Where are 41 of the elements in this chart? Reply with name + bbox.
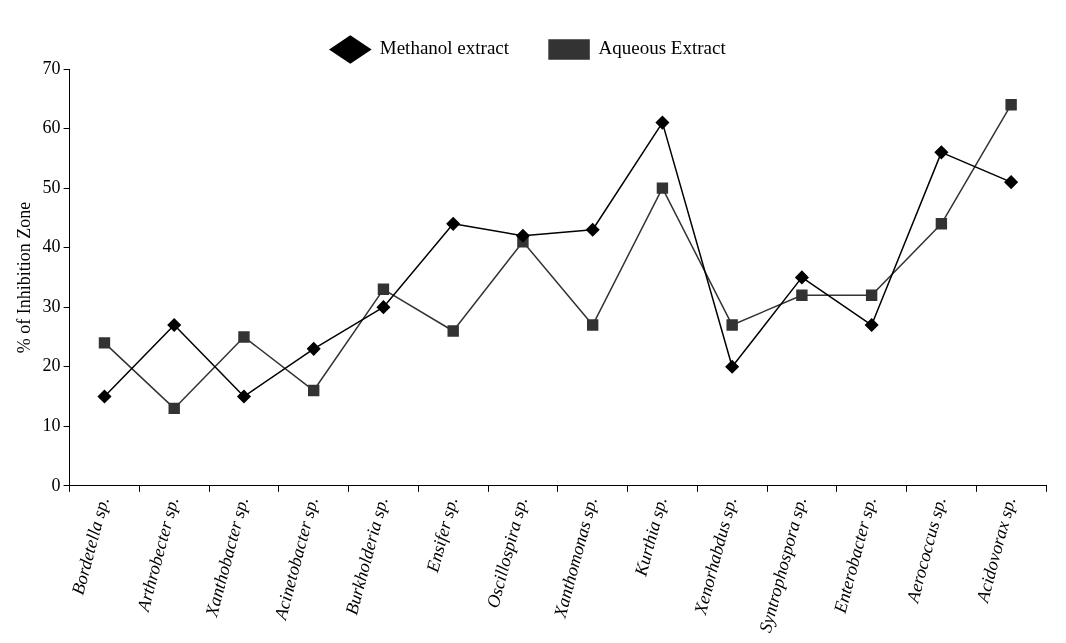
x-tick-label: Kurthia sp.: [630, 494, 671, 580]
y-tick-label: 40: [42, 236, 61, 257]
legend-label: Aqueous Extract: [598, 37, 727, 59]
x-tick-label: Ensifer sp.: [422, 494, 462, 576]
y-tick-label: 10: [42, 415, 61, 435]
point: [237, 389, 251, 404]
point: [725, 359, 739, 374]
point: [864, 318, 879, 332]
y-axis-title: % of Inhibition Zone: [13, 201, 34, 354]
y-tick-label: 70: [42, 57, 61, 78]
point: [726, 319, 738, 331]
point: [1005, 99, 1017, 111]
point: [1004, 175, 1018, 189]
point: [98, 337, 111, 349]
point: [585, 223, 600, 237]
point: [656, 182, 669, 194]
point: [447, 325, 459, 337]
point: [796, 289, 808, 301]
point: [446, 217, 460, 231]
y-tick-label: 0: [51, 474, 61, 495]
point: [167, 318, 181, 332]
point: [377, 283, 390, 296]
point: [376, 300, 391, 314]
point: [865, 289, 878, 301]
y-tick-label: 20: [42, 355, 61, 376]
y-tick-label: 50: [42, 176, 61, 197]
legend-label: Methanol extract: [379, 37, 510, 59]
point: [97, 389, 112, 404]
point: [238, 331, 250, 343]
y-tick-label: 60: [42, 117, 61, 138]
y-tick-label: 30: [42, 295, 61, 316]
point: [795, 270, 809, 285]
point: [655, 115, 670, 130]
point: [308, 384, 320, 397]
point: [306, 342, 321, 356]
point: [934, 145, 949, 160]
x-tick-label: Bordetella sp.: [67, 494, 113, 597]
point: [168, 402, 180, 415]
point: [516, 228, 530, 243]
point: [935, 218, 948, 230]
point: [586, 319, 599, 331]
